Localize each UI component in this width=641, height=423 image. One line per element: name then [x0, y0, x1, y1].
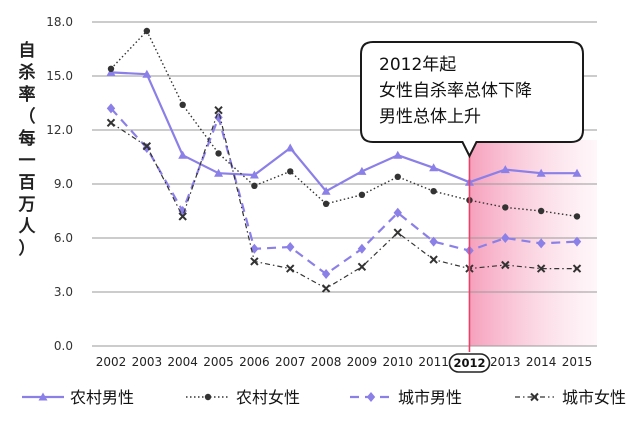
data-point — [251, 182, 258, 189]
data-point — [286, 264, 295, 273]
data-point — [572, 168, 582, 177]
x-tick-label: 2005 — [203, 355, 234, 369]
x-tick-label: 2009 — [347, 355, 378, 369]
data-point — [358, 191, 366, 198]
data-point — [536, 168, 546, 177]
data-point — [214, 168, 224, 177]
x-tick-label: 2003 — [132, 355, 163, 369]
data-point — [249, 170, 259, 179]
y-tick-label: 0.0 — [54, 339, 73, 353]
annotation-text: 女性自杀率总体下降 — [379, 81, 532, 101]
legend-label: 城市男性 — [398, 388, 462, 407]
data-point — [572, 236, 582, 247]
annotation-bubble — [360, 41, 584, 159]
data-point — [429, 236, 438, 247]
x-tick-label: 2011 — [418, 355, 449, 369]
highlight-year-label: 2012 — [453, 356, 485, 370]
x-tick-label: 2004 — [167, 355, 198, 369]
series-line — [110, 71, 577, 193]
data-point — [393, 228, 402, 237]
data-point — [287, 168, 294, 175]
legend-marker — [38, 392, 48, 401]
annotation-text: 男性总体上升 — [379, 107, 481, 127]
legend-label: 农村女性 — [236, 388, 300, 407]
data-point — [357, 243, 367, 254]
y-axis-label-char: 杀 — [18, 63, 36, 83]
data-point — [106, 118, 116, 128]
data-point — [215, 150, 222, 157]
data-point — [321, 186, 331, 195]
data-point — [501, 260, 510, 270]
x-tick-label: 2007 — [275, 355, 306, 369]
legend-marker — [530, 392, 539, 402]
series-line — [110, 109, 577, 289]
legend-marker — [204, 393, 212, 401]
data-point — [357, 262, 367, 272]
data-point — [357, 166, 367, 175]
data-point — [107, 65, 115, 73]
x-tick-label: 2010 — [382, 355, 413, 369]
data-point — [250, 257, 259, 266]
data-point — [430, 188, 437, 195]
data-point — [500, 165, 510, 174]
x-tick-label: 2014 — [526, 355, 557, 369]
y-axis-label: 自杀率（每一百万人） — [14, 40, 40, 290]
y-tick-label: 18.0 — [46, 15, 73, 29]
data-point — [429, 163, 439, 172]
data-point — [536, 238, 546, 249]
data-point — [322, 200, 330, 207]
y-axis-label-char: 每 — [18, 129, 36, 149]
x-tick-label: 2002 — [96, 355, 127, 369]
y-axis-label-char: 自 — [18, 41, 36, 61]
data-point — [502, 204, 509, 211]
y-tick-label: 9.0 — [54, 177, 73, 191]
data-point — [501, 233, 510, 243]
data-point — [393, 207, 402, 218]
data-point — [143, 27, 151, 35]
data-point — [106, 103, 116, 114]
y-axis-label-char: 一 — [18, 151, 36, 171]
data-point — [537, 207, 545, 215]
data-point — [178, 212, 187, 221]
data-point — [572, 264, 582, 273]
data-point — [321, 269, 331, 279]
data-point — [286, 242, 295, 252]
series-line — [110, 107, 578, 276]
data-point — [393, 150, 403, 159]
data-point — [285, 143, 295, 152]
y-tick-label: 3.0 — [54, 285, 73, 299]
data-point — [573, 213, 581, 220]
y-axis-label-char: 率 — [18, 85, 36, 105]
y-axis-label-char: 百 — [18, 173, 36, 193]
data-point — [142, 141, 152, 151]
y-axis-label-char: （ — [18, 107, 36, 127]
y-axis-label-char: ） — [18, 239, 36, 259]
x-tick-label: 2006 — [239, 355, 270, 369]
data-point — [178, 150, 188, 159]
y-axis-label-char: 人 — [18, 217, 36, 237]
data-point — [142, 69, 152, 78]
x-tick-label: 2015 — [562, 355, 593, 369]
data-point — [394, 173, 401, 180]
highlight-badge — [448, 353, 491, 373]
legend-label: 农村男性 — [70, 388, 134, 407]
legend-label: 城市女性 — [562, 388, 626, 407]
y-tick-label: 12.0 — [46, 123, 73, 137]
y-tick-label: 15.0 — [46, 69, 73, 83]
data-point — [536, 264, 546, 273]
series-line — [110, 30, 578, 218]
y-axis-label-char: 万 — [18, 195, 36, 215]
y-tick-label: 6.0 — [54, 231, 73, 245]
data-point — [321, 284, 331, 293]
legend-marker — [366, 392, 376, 402]
annotation-text: 2012年起 — [379, 55, 456, 75]
data-point — [429, 255, 438, 264]
x-tick-label: 2013 — [490, 355, 521, 369]
x-tick-label: 2008 — [311, 355, 342, 369]
data-point — [179, 101, 186, 109]
data-point — [214, 105, 223, 115]
